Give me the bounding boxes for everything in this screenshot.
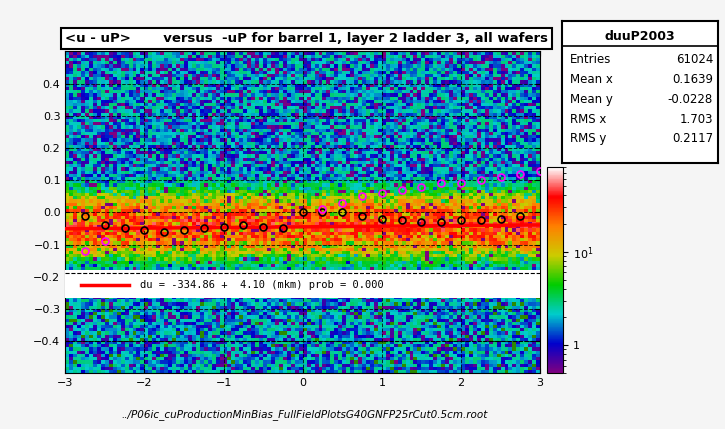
Text: duuP2003: duuP2003 xyxy=(605,30,675,43)
Text: Entries: Entries xyxy=(570,53,611,66)
Text: Mean x: Mean x xyxy=(570,73,613,86)
Text: 0.2117: 0.2117 xyxy=(672,133,713,145)
Text: -0.0228: -0.0228 xyxy=(668,93,713,106)
Text: 0.1639: 0.1639 xyxy=(672,73,713,86)
Text: ../P06ic_cuProductionMinBias_FullFieldPlotsG40GNFP25rCut0.5cm.root: ../P06ic_cuProductionMinBias_FullFieldPl… xyxy=(121,410,488,420)
Text: RMS x: RMS x xyxy=(570,113,606,126)
Bar xyxy=(65,270,540,298)
Text: 1.703: 1.703 xyxy=(679,113,713,126)
Text: Mean y: Mean y xyxy=(570,93,613,106)
Text: <u - uP>       versus  -uP for barrel 1, layer 2 ladder 3, all wafers: <u - uP> versus -uP for barrel 1, layer … xyxy=(65,32,548,45)
Text: RMS y: RMS y xyxy=(570,133,606,145)
Text: du = -334.86 +  4.10 (mkm) prob = 0.000: du = -334.86 + 4.10 (mkm) prob = 0.000 xyxy=(141,280,384,290)
Text: 61024: 61024 xyxy=(676,53,713,66)
